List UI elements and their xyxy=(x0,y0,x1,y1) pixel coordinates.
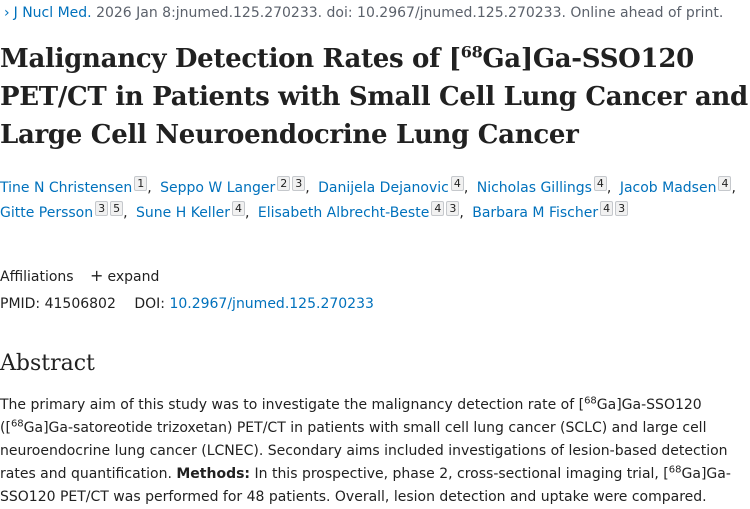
author-link[interactable]: Elisabeth Albrecht-Beste xyxy=(257,205,430,221)
abstract-text-2: Ga]Ga-SSO120 ([ xyxy=(0,397,702,436)
abstract-text: The primary aim of this study was to inv… xyxy=(0,394,748,509)
author-link[interactable]: Barbara M Fischer xyxy=(472,205,599,221)
affiliation-number-button[interactable]: 3 xyxy=(615,201,629,216)
journal-link[interactable]: J Nucl Med. xyxy=(13,5,92,21)
author-item: Sune H Keller 4 xyxy=(136,201,245,221)
title-sup: 68 xyxy=(460,42,483,62)
author-separator: , xyxy=(606,180,612,196)
affiliation-number-button[interactable]: 4 xyxy=(593,176,607,191)
affiliation-number-button[interactable]: 4 xyxy=(718,176,732,191)
affiliation-number-button[interactable]: 3 xyxy=(446,201,460,216)
author-link[interactable]: Gitte Persson xyxy=(0,205,94,221)
author-separator: , xyxy=(123,205,128,221)
affiliation-number-button[interactable]: 3 xyxy=(95,201,109,216)
abstract-sup-3: 68 xyxy=(668,464,682,476)
author-separator: , xyxy=(463,180,469,196)
author-separator: , xyxy=(305,180,310,196)
author-item: Barbara M Fischer 4 3 xyxy=(472,201,629,221)
affiliation-number-button[interactable]: 4 xyxy=(600,201,614,216)
author-item: Nicholas Gillings 4 xyxy=(476,176,607,196)
affiliation-number-button[interactable]: 4 xyxy=(450,176,464,191)
pmid-value: 41506802 xyxy=(44,296,116,312)
author-link[interactable]: Tine N Christensen xyxy=(0,180,133,196)
title-part2: Ga]Ga-SSO120 PET/CT in Patients with Sma… xyxy=(0,44,748,150)
title-part1: Malignancy Detection Rates of [ xyxy=(0,44,461,74)
affiliation-number-button[interactable]: 1 xyxy=(134,176,148,191)
author-link[interactable]: Danijela Dejanovic xyxy=(318,180,449,196)
affiliation-number-button[interactable]: 2 xyxy=(277,176,291,191)
abstract-text-4: In this prospective, phase 2, cross-sect… xyxy=(250,466,669,482)
plus-icon: + xyxy=(90,266,104,285)
identifiers: PMID: 41506802 DOI: 10.2967/jnumed.125.2… xyxy=(0,294,374,314)
citation-line: › J Nucl Med. 2026 Jan 8:jnumed.125.27023… xyxy=(4,3,723,23)
author-item: Jacob Madsen 4 xyxy=(619,176,732,196)
chevron-right-icon: › xyxy=(4,5,10,21)
affiliation-number-button[interactable]: 4 xyxy=(431,201,445,216)
author-item: Seppo W Langer 2 3 xyxy=(160,176,306,196)
article-title: Malignancy Detection Rates of [68Ga]Ga-S… xyxy=(0,40,748,154)
affiliation-number-button[interactable]: 5 xyxy=(110,201,124,216)
methods-label: Methods: xyxy=(176,466,251,482)
affiliations-label: Affiliations xyxy=(0,269,74,285)
doi-link[interactable]: 10.2967/jnumed.125.270233 xyxy=(169,296,374,312)
affiliation-number-button[interactable]: 3 xyxy=(292,176,306,191)
abstract-text-1: The primary aim of this study was to inv… xyxy=(0,397,585,413)
pmid-label: PMID: xyxy=(0,296,41,312)
author-link[interactable]: Sune H Keller xyxy=(136,205,230,221)
author-item: Elisabeth Albrecht-Beste 4 3 xyxy=(257,201,460,221)
affiliations-toggle[interactable]: Affiliations + expand xyxy=(0,266,159,287)
author-separator: , xyxy=(147,180,152,196)
citation-details: 2026 Jan 8:jnumed.125.270233. doi: 10.29… xyxy=(96,5,724,21)
abstract-sup-1: 68 xyxy=(584,395,597,407)
author-separator: , xyxy=(731,180,736,196)
author-item: Danijela Dejanovic 4 xyxy=(318,176,464,196)
author-link[interactable]: Jacob Madsen xyxy=(619,180,717,196)
abstract-text-3: Ga]Ga-satoreotide trizoxetan) PET/CT in … xyxy=(0,420,728,482)
author-separator: , xyxy=(244,205,250,221)
abstract-heading: Abstract xyxy=(0,351,95,376)
expand-button[interactable]: + expand xyxy=(90,266,160,285)
author-link[interactable]: Nicholas Gillings xyxy=(476,180,592,196)
affiliation-number-button[interactable]: 4 xyxy=(231,201,245,216)
doi-label: DOI: xyxy=(134,296,165,312)
author-item: Tine N Christensen 1 xyxy=(0,176,148,196)
author-separator: , xyxy=(459,205,464,221)
abstract-sup-2: 68 xyxy=(10,418,24,430)
authors-list: Tine N Christensen 1, Seppo W Langer 2 3, D… xyxy=(0,176,748,226)
expand-label: expand xyxy=(107,269,160,285)
author-item: Gitte Persson 3 5 xyxy=(0,201,124,221)
author-link[interactable]: Seppo W Langer xyxy=(160,180,276,196)
